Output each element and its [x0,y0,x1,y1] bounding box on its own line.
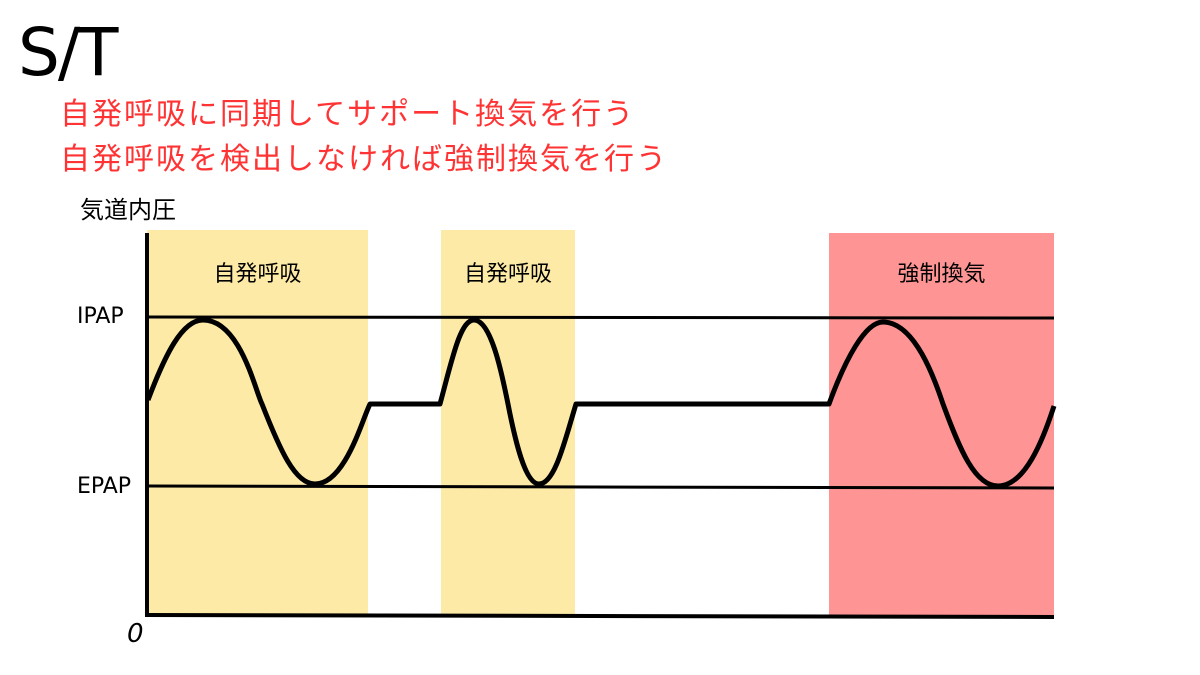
zero-tick-label: 0 [127,619,144,649]
epap-tick-label: EPAP [77,474,132,499]
description-line-2: 自発呼吸を検出しなければ強制換気を行う [60,142,668,177]
epap-line [146,484,1055,490]
region-label-forced: 強制換気 [897,262,986,287]
ipap-tick-label: IPAP [77,304,124,329]
description-line-1: 自発呼吸に同期してサポート換気を行う [60,97,636,132]
region-spontaneous-2 [441,230,575,615]
region-label-spontaneous-2: 自発呼吸 [463,262,552,287]
region-spontaneous-1 [147,230,368,615]
region-label-spontaneous-1: 自発呼吸 [213,262,302,287]
region-forced [829,233,1054,615]
ipap-line [146,315,1055,320]
y-axis-label: 気道内圧 [80,196,176,224]
page-title: S/T [18,14,118,91]
x-axis [144,613,1055,619]
pressure-waveform [145,317,1057,489]
